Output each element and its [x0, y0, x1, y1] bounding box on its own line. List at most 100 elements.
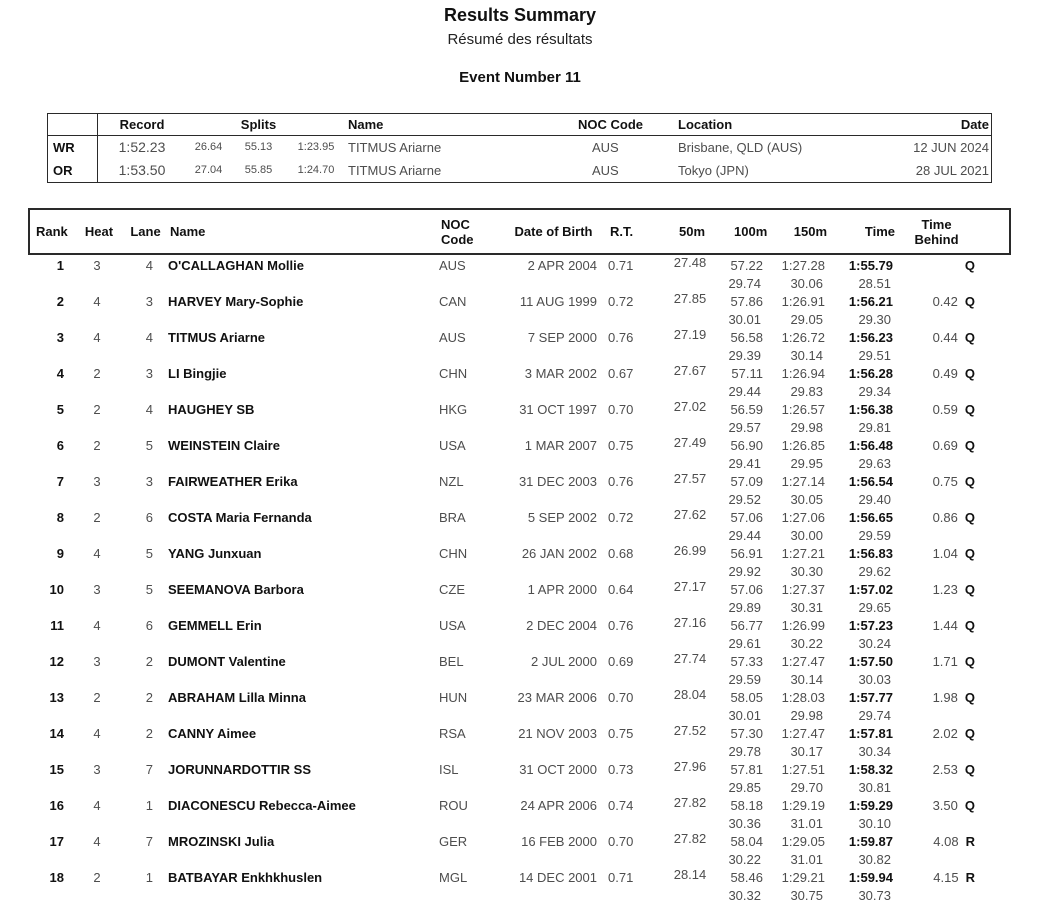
record-header: Record	[119, 117, 165, 132]
record-name-header: Name	[348, 117, 384, 132]
date-of-birth-cell: 31 OCT 2000	[519, 762, 597, 777]
time-behind-value: 0.75	[932, 474, 958, 489]
swimmer-name-cell: YANG Junxuan	[168, 546, 262, 561]
noc-code-cell: HUN	[439, 690, 468, 705]
swimmer-name-cell: MROZINSKI Julia	[168, 834, 275, 849]
reaction-time-cell: 0.73	[608, 762, 634, 777]
heat-cell: 4	[93, 330, 101, 345]
final-time-cell: 1:55.79 28.51	[848, 258, 893, 291]
heat-cell: 3	[93, 654, 101, 669]
split-150m-cell: 1:27.06 30.00	[781, 510, 825, 543]
qualifier-badge: Q	[964, 366, 975, 381]
record-holder-name: TITMUS Ariarne	[348, 140, 442, 155]
split-100m-cell: 57.30 29.78	[728, 726, 763, 759]
record-noc: AUS	[592, 140, 619, 155]
time-behind-header: Time Behind	[914, 216, 959, 247]
swimmer-name-cell: JORUNNARDOTTIR SS	[168, 762, 312, 777]
split-50m-cell: 28.04	[673, 687, 707, 702]
time-behind-value: 1.44	[932, 618, 958, 633]
reaction-time-cell: 0.74	[608, 798, 634, 813]
result-row: 3 4 4 TITMUS Ariarne AUS 7 SEP 2000 0.76…	[28, 327, 1011, 365]
time-behind-cell: 0.44 Q	[894, 329, 1011, 347]
noc-code-cell: NZL	[439, 474, 464, 489]
split-150m-cell: 1:28.03 29.98	[781, 690, 825, 723]
qualifier-badge: Q	[964, 258, 975, 273]
record-row-wr: WR 1:52.23 26.64 55.13 1:23.95 TITMUS Ar…	[48, 136, 991, 159]
final-time-cell: 1:56.28 29.34	[848, 366, 893, 399]
noc-code-cell: MGL	[439, 870, 468, 885]
result-row: 11 4 6 GEMMELL Erin USA 2 DEC 2004 0.76 …	[28, 615, 1011, 653]
heat-cell: 3	[93, 258, 101, 273]
noc-code-cell: HKG	[439, 402, 468, 417]
lane-cell: 2	[145, 690, 153, 705]
reaction-time-cell: 0.75	[608, 438, 634, 453]
lane-cell: 7	[145, 834, 153, 849]
split-100m-cell: 56.59 29.57	[728, 402, 763, 435]
results-header-row: Rank Heat Lane Name NOC Code Date of Bir…	[28, 208, 1011, 255]
record-row-or: OR 1:53.50 27.04 55.85 1:24.70 TITMUS Ar…	[48, 159, 991, 182]
split-50m-cell: 27.67	[673, 363, 707, 378]
split-50m-cell: 27.16	[673, 615, 707, 630]
reaction-time-cell: 0.64	[608, 582, 634, 597]
reaction-time-cell: 0.76	[608, 618, 634, 633]
rank-cell: 18	[49, 870, 64, 885]
qualifier-badge: Q	[964, 438, 975, 453]
noc-code-cell: RSA	[439, 726, 466, 741]
swimmer-name-cell: LI Bingjie	[168, 366, 227, 381]
noc-code-cell: CHN	[439, 366, 468, 381]
final-time-cell: 1:59.87 30.82	[848, 834, 893, 867]
results-table: Rank Heat Lane Name NOC Code Date of Bir…	[28, 208, 1011, 905]
heat-cell: 3	[93, 474, 101, 489]
record-type: WR	[48, 136, 98, 159]
swimmer-name-cell: ABRAHAM Lilla Minna	[168, 690, 306, 705]
lane-cell: 3	[145, 474, 153, 489]
split-100m-cell: 56.91 29.92	[728, 546, 763, 579]
lane-cell: 3	[145, 366, 153, 381]
qualifier-badge: Q	[964, 402, 975, 417]
swimmer-name-cell: O'CALLAGHAN Mollie	[168, 258, 304, 273]
swimmer-name-cell: FAIRWEATHER Erika	[168, 474, 298, 489]
time-behind-value: 4.08	[933, 834, 959, 849]
rank-cell: 9	[56, 546, 64, 561]
noc-code-cell: GER	[439, 834, 468, 849]
final-time-cell: 1:59.29 30.10	[848, 798, 893, 831]
split-150m-cell: 1:26.57 29.98	[781, 402, 825, 435]
reaction-time-cell: 0.67	[608, 366, 634, 381]
record-split-100m: 55.13	[244, 141, 273, 153]
noc-code-cell: CAN	[439, 294, 467, 309]
heat-cell: 2	[93, 402, 101, 417]
split-100m-cell: 58.18 30.36	[728, 798, 763, 831]
split-50m-cell: 27.82	[673, 831, 707, 846]
noc-code-cell: USA	[439, 438, 466, 453]
reaction-time-header: R.T.	[610, 224, 634, 239]
qualifier-badge: Q	[964, 510, 975, 525]
result-row: 8 2 6 COSTA Maria Fernanda BRA 5 SEP 200…	[28, 507, 1011, 545]
record-split-50m: 27.04	[194, 164, 223, 176]
split-150m-cell: 1:29.05 31.01	[781, 834, 825, 867]
heat-header: Heat	[84, 224, 114, 239]
rank-cell: 1	[56, 258, 64, 273]
noc-code-cell: ROU	[439, 798, 468, 813]
qualifier-badge: Q	[964, 294, 975, 309]
heat-cell: 4	[93, 294, 101, 309]
time-behind-cell: 1.23 Q	[894, 581, 1011, 599]
reaction-time-cell: 0.76	[608, 474, 634, 489]
date-of-birth-cell: 23 MAR 2006	[517, 690, 598, 705]
result-row: 6 2 5 WEINSTEIN Claire USA 1 MAR 2007 0.…	[28, 435, 1011, 473]
reaction-time-cell: 0.70	[608, 834, 634, 849]
split-100m-cell: 56.90 29.41	[728, 438, 763, 471]
record-split-50m: 26.64	[194, 141, 223, 153]
date-of-birth-cell: 1 APR 2000	[527, 582, 597, 597]
lane-cell: 4	[145, 402, 153, 417]
split-150m-cell: 1:27.47 30.17	[781, 726, 825, 759]
heat-cell: 3	[93, 582, 101, 597]
qualifier-badge: R	[965, 834, 975, 849]
split-100m-cell: 57.86 30.01	[728, 294, 763, 327]
final-time-cell: 1:56.65 29.59	[848, 510, 893, 543]
result-row: 4 2 3 LI Bingjie CHN 3 MAR 2002 0.67 27.…	[28, 363, 1011, 401]
final-time-cell: 1:56.83 29.62	[848, 546, 893, 579]
lane-cell: 6	[145, 510, 153, 525]
rank-cell: 6	[56, 438, 64, 453]
noc-code-cell: CHN	[439, 546, 468, 561]
record-date: 28 JUL 2021	[915, 163, 989, 178]
